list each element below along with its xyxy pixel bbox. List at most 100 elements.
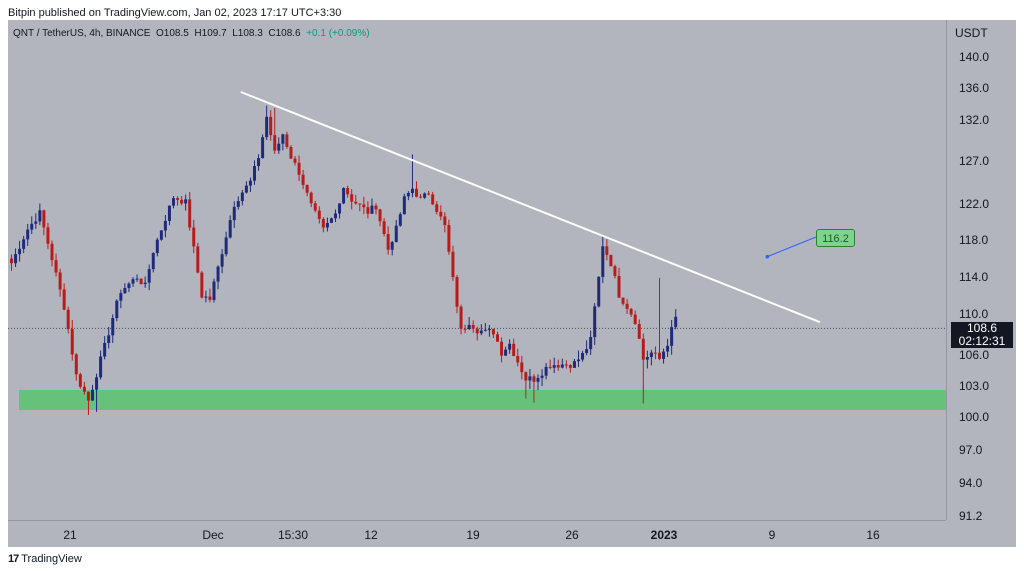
candle[interactable]	[483, 323, 487, 332]
candle[interactable]	[123, 283, 127, 294]
candle[interactable]	[91, 384, 94, 401]
candle[interactable]	[653, 346, 657, 360]
candle[interactable]	[305, 184, 309, 197]
candle[interactable]	[512, 338, 516, 357]
candle[interactable]	[313, 200, 317, 213]
candle[interactable]	[572, 358, 576, 368]
candle[interactable]	[362, 196, 366, 215]
candle[interactable]	[204, 290, 208, 303]
candle[interactable]	[625, 299, 629, 315]
candle[interactable]	[269, 110, 273, 141]
candle[interactable]	[216, 265, 220, 290]
candle[interactable]	[232, 201, 236, 228]
candle[interactable]	[410, 154, 414, 198]
candle[interactable]	[479, 324, 483, 336]
candle[interactable]	[593, 303, 597, 345]
candle[interactable]	[415, 181, 418, 198]
candle[interactable]	[200, 270, 204, 299]
candle[interactable]	[500, 337, 504, 363]
candle[interactable]	[208, 288, 212, 303]
candle[interactable]	[10, 254, 13, 271]
candle[interactable]	[370, 198, 374, 214]
candle[interactable]	[617, 267, 621, 298]
candle[interactable]	[568, 364, 572, 373]
candle[interactable]	[248, 177, 252, 192]
candle[interactable]	[119, 289, 123, 309]
candle[interactable]	[46, 222, 50, 250]
candle[interactable]	[212, 278, 216, 303]
candle[interactable]	[42, 209, 46, 236]
candle[interactable]	[516, 348, 520, 367]
candle[interactable]	[487, 324, 491, 337]
candle[interactable]	[62, 283, 66, 311]
candle[interactable]	[670, 320, 674, 355]
candle[interactable]	[167, 205, 171, 226]
candlestick-plot[interactable]	[8, 20, 946, 520]
candle[interactable]	[459, 304, 463, 335]
candle[interactable]	[115, 299, 119, 322]
candle[interactable]	[261, 134, 265, 159]
candle[interactable]	[184, 194, 188, 211]
candle[interactable]	[196, 242, 200, 274]
candle[interactable]	[325, 217, 329, 232]
candle[interactable]	[666, 338, 670, 357]
candle[interactable]	[585, 340, 589, 356]
candle[interactable]	[601, 235, 605, 284]
candle[interactable]	[354, 194, 358, 205]
candle[interactable]	[589, 330, 593, 356]
candle[interactable]	[621, 297, 625, 306]
candle[interactable]	[649, 349, 653, 366]
candle[interactable]	[159, 230, 163, 241]
price-axis[interactable]: USDT 108.6 02:12:31 140.0 136.0 132.0 127.0…	[946, 20, 1017, 523]
candle[interactable]	[658, 277, 661, 361]
candle[interactable]	[520, 355, 524, 380]
candle[interactable]	[544, 363, 548, 380]
candle[interactable]	[66, 306, 70, 334]
candle[interactable]	[394, 219, 398, 243]
candle[interactable]	[180, 196, 184, 206]
candle[interactable]	[277, 137, 281, 154]
candle[interactable]	[163, 214, 167, 238]
candle[interactable]	[605, 239, 609, 261]
candle[interactable]	[386, 226, 390, 255]
candle[interactable]	[467, 316, 471, 331]
candle[interactable]	[58, 268, 62, 297]
candle[interactable]	[427, 190, 431, 196]
candle[interactable]	[297, 155, 301, 182]
candle[interactable]	[131, 277, 135, 287]
candle[interactable]	[496, 331, 499, 342]
candle[interactable]	[504, 346, 508, 356]
candle[interactable]	[22, 236, 26, 254]
candle[interactable]	[192, 219, 196, 254]
candle[interactable]	[613, 264, 617, 279]
candle[interactable]	[224, 231, 228, 257]
candle[interactable]	[423, 192, 427, 199]
chart-area[interactable]: 116.2 QNT / TetherUS, 4h, BINANCE O108.5…	[8, 20, 1016, 547]
candle[interactable]	[346, 185, 350, 198]
candle[interactable]	[139, 278, 143, 285]
candle[interactable]	[14, 248, 18, 268]
candle[interactable]	[338, 203, 342, 219]
support-zone[interactable]	[19, 390, 946, 410]
candle[interactable]	[99, 350, 103, 380]
candle[interactable]	[143, 276, 147, 288]
candle[interactable]	[508, 339, 512, 354]
candle[interactable]	[390, 240, 394, 256]
candle[interactable]	[127, 282, 131, 293]
candle[interactable]	[244, 181, 248, 194]
candle[interactable]	[135, 274, 139, 282]
candle[interactable]	[34, 213, 38, 229]
candle[interactable]	[253, 160, 256, 185]
candle[interactable]	[30, 216, 34, 235]
candle[interactable]	[548, 359, 552, 370]
candle[interactable]	[86, 391, 90, 415]
candle[interactable]	[257, 154, 261, 171]
candle[interactable]	[419, 193, 423, 199]
candle[interactable]	[334, 209, 337, 223]
candle[interactable]	[26, 223, 30, 246]
candle[interactable]	[597, 276, 601, 308]
time-axis[interactable]: 21 Dec 15:30 12 19 26 2023 9 16	[8, 520, 946, 548]
candle[interactable]	[674, 309, 678, 330]
descending-trendline[interactable]	[240, 91, 821, 324]
candle[interactable]	[471, 320, 475, 333]
